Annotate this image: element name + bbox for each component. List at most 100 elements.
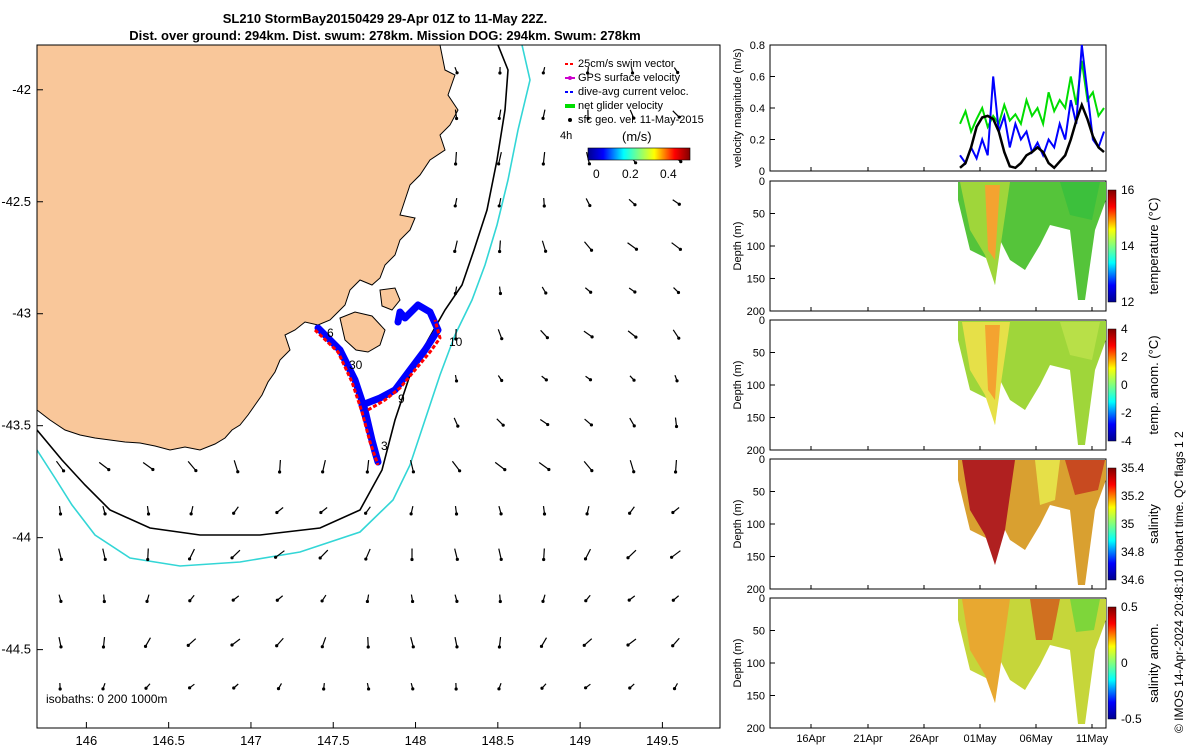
current-vector-head bbox=[410, 599, 415, 604]
current-vector-head bbox=[674, 424, 679, 429]
current-vector-head bbox=[544, 378, 548, 382]
current-vector-head bbox=[671, 644, 675, 648]
current-vector-head bbox=[676, 70, 680, 75]
current-vector-head bbox=[499, 512, 503, 516]
panel-ytick-label: 50 bbox=[753, 348, 765, 360]
current-vector-head bbox=[542, 557, 546, 562]
current-vector-head bbox=[497, 204, 501, 208]
current-vector-head bbox=[59, 599, 63, 603]
current-vector bbox=[454, 548, 458, 560]
current-vector bbox=[98, 461, 110, 471]
land-tasmania bbox=[37, 45, 459, 451]
current-vector-head bbox=[589, 248, 594, 252]
surface-velocity-vectors bbox=[55, 66, 683, 691]
current-vector bbox=[583, 638, 593, 646]
lon-tick-label: 149 bbox=[569, 733, 591, 748]
current-vector-head bbox=[628, 511, 632, 515]
current-vector bbox=[584, 548, 592, 560]
current-vector bbox=[319, 549, 329, 559]
current-vector-head bbox=[673, 470, 678, 474]
current-vector-head bbox=[188, 599, 192, 603]
current-vector-head bbox=[627, 598, 631, 602]
time-tick-label: 06May bbox=[1019, 733, 1053, 745]
current-vector-head bbox=[669, 555, 674, 559]
current-vector bbox=[543, 548, 545, 560]
current-vector-head bbox=[454, 162, 458, 166]
current-vector-head bbox=[585, 512, 589, 516]
current-vector-head bbox=[583, 557, 588, 561]
current-vector bbox=[189, 548, 195, 560]
current-vector bbox=[365, 548, 371, 560]
current-vector bbox=[321, 637, 327, 647]
temp-anomaly-colorbar bbox=[1107, 328, 1117, 442]
legend-dive-avg-current: dive-avg current veloc. bbox=[578, 86, 689, 98]
velocity-series bbox=[959, 44, 1105, 170]
current-vector bbox=[279, 459, 281, 473]
current-vector-head bbox=[454, 116, 459, 121]
current-vector-head bbox=[232, 511, 236, 515]
panel-ytick-label: 100 bbox=[747, 241, 765, 253]
legend-gps-velocity: GPS surface velocity bbox=[578, 72, 681, 84]
current-vector-head bbox=[589, 423, 594, 427]
current-vector-head bbox=[541, 71, 545, 75]
current-vector-head bbox=[498, 71, 502, 75]
lat-tick-label: -44 bbox=[12, 530, 31, 545]
current-vector bbox=[410, 460, 414, 472]
isobath-label: isobaths: 0 200 1000m bbox=[46, 692, 167, 706]
current-vector bbox=[231, 638, 241, 646]
current-vector-head bbox=[455, 71, 459, 75]
current-vector-head bbox=[454, 512, 459, 516]
panel-ytick-label: 0 bbox=[759, 176, 765, 188]
current-vector-head bbox=[677, 336, 681, 340]
current-vector-head bbox=[590, 469, 594, 473]
current-vector bbox=[541, 240, 547, 252]
current-vector-head bbox=[626, 643, 630, 647]
current-vector-head bbox=[101, 687, 105, 691]
current-vector-head bbox=[499, 557, 503, 561]
current-vector-head bbox=[671, 598, 675, 602]
current-vector-head bbox=[628, 686, 632, 690]
colorbar-unit: (m/s) bbox=[622, 129, 652, 144]
track-label-3: 3 bbox=[381, 439, 388, 453]
panel-ytick-label: 150 bbox=[747, 552, 765, 564]
land-island bbox=[379, 287, 401, 311]
lat-tick-label: -44.5 bbox=[1, 642, 31, 657]
current-vector-head bbox=[547, 467, 551, 472]
cbar-tick-label: 12 bbox=[1121, 295, 1135, 309]
current-vector-head bbox=[278, 470, 282, 474]
time-tick-label: 01May bbox=[963, 733, 997, 745]
current-vector bbox=[629, 460, 635, 472]
cbar-tick-label: 4 bbox=[1121, 322, 1128, 336]
map-legend: 25cm/s swim vector GPS surface velocity … bbox=[560, 58, 704, 142]
current-vector bbox=[102, 636, 106, 648]
current-vector-head bbox=[231, 598, 235, 602]
current-vector-head bbox=[365, 470, 369, 474]
current-vector-head bbox=[366, 687, 371, 691]
current-vector-head bbox=[500, 378, 504, 383]
current-vector-head bbox=[541, 162, 545, 166]
title-line-2: Dist. over ground: 294km. Dist. swum: 27… bbox=[129, 28, 641, 43]
current-vector-head bbox=[186, 643, 190, 647]
current-vector-head bbox=[275, 598, 279, 602]
current-vector bbox=[540, 637, 548, 647]
track-label-9: 9 bbox=[398, 392, 405, 406]
lat-tick-label: -42.5 bbox=[1, 194, 31, 209]
current-vector-head bbox=[321, 470, 325, 474]
panel-ytick-label: 150 bbox=[747, 691, 765, 703]
lon-tick-label: 147 bbox=[240, 733, 262, 748]
time-tick-label: 11May bbox=[1076, 733, 1109, 745]
lat-tick-label: -43.5 bbox=[1, 418, 31, 433]
panel-ytick-label: 0.2 bbox=[750, 135, 765, 147]
current-vector-head bbox=[497, 687, 501, 691]
current-vector bbox=[366, 459, 370, 473]
current-vector-head bbox=[630, 71, 635, 75]
salinity-panel bbox=[769, 458, 1107, 590]
current-vector-head bbox=[194, 468, 198, 473]
current-vector-head bbox=[675, 379, 679, 383]
temperature-colorbar bbox=[1107, 189, 1117, 303]
current-vector bbox=[58, 636, 62, 648]
current-vector-head bbox=[679, 160, 683, 164]
panel-ytick-label: 200 bbox=[747, 584, 765, 596]
current-vector-head bbox=[230, 556, 234, 560]
current-vector bbox=[542, 151, 546, 165]
